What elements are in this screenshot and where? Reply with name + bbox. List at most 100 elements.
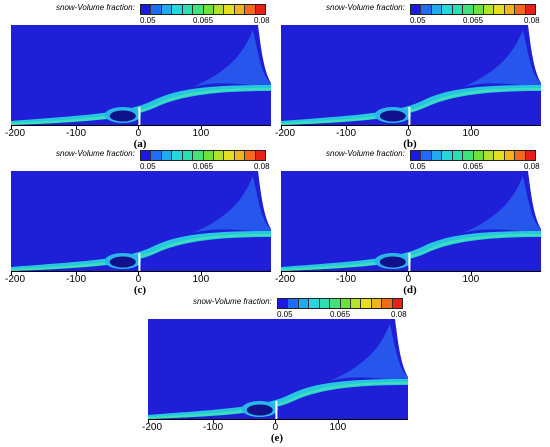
contour-field bbox=[281, 171, 541, 271]
colorbar-swatch bbox=[452, 5, 464, 14]
x-axis-tick bbox=[408, 271, 410, 275]
colorbar-swatch bbox=[141, 151, 152, 160]
contour-plot bbox=[11, 171, 271, 271]
colorbar bbox=[410, 150, 536, 161]
panel-caption: (c) bbox=[133, 284, 147, 296]
colorbar-swatch bbox=[504, 151, 516, 160]
contour-band-outer bbox=[193, 176, 271, 233]
recirculation-core bbox=[379, 110, 406, 122]
colorbar-swatch bbox=[330, 299, 341, 308]
x-axis-tick bbox=[138, 271, 140, 275]
x-axis-tick bbox=[138, 125, 140, 129]
contour-plot bbox=[281, 171, 541, 271]
x-tick-label: -200 bbox=[274, 128, 296, 139]
x-tick-label: 0 bbox=[135, 274, 142, 285]
colorbar-swatch bbox=[473, 5, 484, 14]
colorbar-swatch bbox=[494, 5, 505, 14]
contour-field bbox=[281, 25, 541, 125]
x-tick-label: 0 bbox=[405, 274, 412, 285]
contour-band-outer bbox=[463, 30, 541, 87]
colorbar-swatch bbox=[340, 299, 351, 308]
x-tick-label: 100 bbox=[329, 422, 347, 433]
colorbar-swatch bbox=[141, 5, 152, 14]
colorbar bbox=[140, 4, 266, 15]
panel-caption: (b) bbox=[403, 138, 417, 150]
x-tick-label: 100 bbox=[462, 274, 480, 285]
colorbar-tick-label: 0.065 bbox=[463, 16, 484, 25]
x-tick-label: -200 bbox=[274, 274, 296, 285]
x-axis-tick bbox=[11, 271, 12, 275]
x-axis-tick bbox=[470, 271, 472, 275]
colorbar-swatch bbox=[319, 299, 331, 308]
colorbar bbox=[410, 4, 536, 15]
colorbar-swatch bbox=[442, 5, 453, 14]
colorbar-tick-label: 0.05 bbox=[410, 162, 426, 171]
x-axis-tick bbox=[408, 125, 410, 129]
legend-title: snow-Volume fraction: bbox=[326, 149, 405, 158]
colorbar-swatch bbox=[278, 299, 289, 308]
colorbar-swatch bbox=[298, 299, 310, 308]
colorbar-tick-label: 0.08 bbox=[254, 162, 270, 171]
colorbar-tick-label: 0.065 bbox=[330, 310, 351, 319]
colorbar-swatch bbox=[371, 299, 383, 308]
colorbar-swatch bbox=[483, 5, 495, 14]
obstacle bbox=[275, 401, 278, 419]
colorbar-tick-label: 0.065 bbox=[193, 162, 214, 171]
recirculation-core bbox=[379, 256, 406, 268]
domain-boundary bbox=[258, 171, 271, 229]
colorbar-swatch bbox=[309, 299, 320, 308]
domain-boundary bbox=[258, 25, 271, 83]
colorbar bbox=[140, 150, 266, 161]
legend-title: snow-Volume fraction: bbox=[56, 3, 135, 12]
colorbar-tick-label: 0.05 bbox=[140, 16, 156, 25]
colorbar-tick-label: 0.08 bbox=[391, 310, 407, 319]
x-axis-tick bbox=[76, 271, 77, 275]
colorbar-swatch bbox=[382, 299, 393, 308]
x-axis-tick bbox=[337, 419, 339, 423]
contour-plot bbox=[11, 25, 271, 125]
contour-band-outer bbox=[330, 324, 408, 381]
domain-boundary bbox=[528, 25, 541, 83]
obstacle bbox=[138, 107, 141, 125]
colorbar-swatch bbox=[172, 5, 183, 14]
figure-panel-c: snow-Volume fraction: 0.05 0.065 0.08 -200 -1… bbox=[5, 148, 274, 296]
figure-panel-b: snow-Volume fraction: 0.05 0.065 0.08 -200 -1… bbox=[274, 2, 544, 150]
x-axis-tick bbox=[281, 271, 282, 275]
colorbar-swatch bbox=[525, 5, 536, 14]
x-axis bbox=[11, 125, 271, 126]
x-axis bbox=[148, 419, 408, 420]
x-axis-tick bbox=[11, 125, 12, 129]
x-axis-tick bbox=[76, 125, 77, 129]
colorbar-swatch bbox=[182, 5, 194, 14]
colorbar-tick-label: 0.05 bbox=[277, 310, 293, 319]
panel-caption: (e) bbox=[270, 432, 284, 444]
x-axis-tick bbox=[281, 125, 282, 129]
colorbar-tick-label: 0.08 bbox=[524, 162, 540, 171]
colorbar-swatch bbox=[224, 5, 235, 14]
colorbar-tick-label: 0.065 bbox=[193, 16, 214, 25]
figure-panel-a: snow-Volume fraction: 0.05 0.065 0.08 -200 -1… bbox=[5, 2, 274, 150]
x-tick-label: 0 bbox=[272, 422, 279, 433]
colorbar-swatch bbox=[234, 151, 246, 160]
panel-caption: (d) bbox=[403, 284, 417, 296]
x-tick-label: -200 bbox=[141, 422, 163, 433]
colorbar-swatch bbox=[504, 5, 516, 14]
colorbar-swatch bbox=[473, 151, 484, 160]
contour-band-outer bbox=[193, 30, 271, 87]
colorbar-swatch bbox=[288, 299, 299, 308]
contour-field bbox=[11, 171, 271, 271]
domain-boundary bbox=[395, 319, 408, 377]
colorbar-swatch bbox=[203, 5, 214, 14]
obstacle bbox=[138, 253, 141, 271]
colorbar-swatch bbox=[494, 151, 505, 160]
x-tick-label: -100 bbox=[335, 274, 357, 285]
colorbar-swatch bbox=[161, 5, 173, 14]
colorbar-tick-label: 0.08 bbox=[524, 16, 540, 25]
colorbar-swatch bbox=[203, 151, 214, 160]
contour-plot bbox=[281, 25, 541, 125]
colorbar-swatch bbox=[361, 299, 372, 308]
colorbar-swatch bbox=[245, 5, 256, 14]
colorbar-swatch bbox=[525, 151, 536, 160]
contour-field bbox=[148, 319, 408, 419]
x-axis-tick bbox=[346, 125, 347, 129]
